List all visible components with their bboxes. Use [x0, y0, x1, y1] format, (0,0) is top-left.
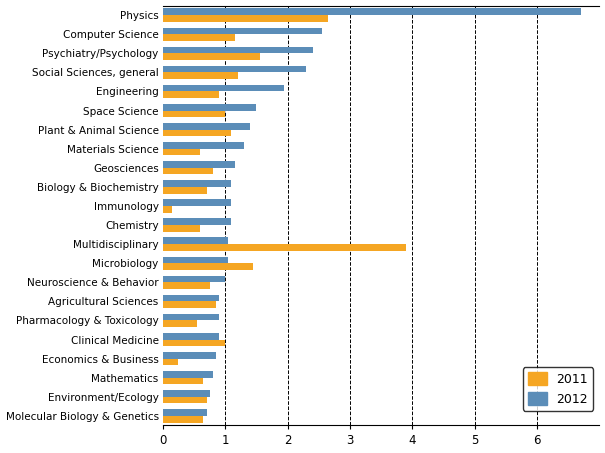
Bar [163, 301, 216, 308]
Bar [163, 161, 235, 168]
Bar [163, 397, 206, 404]
Bar [163, 9, 581, 15]
Bar [163, 34, 235, 41]
Bar [163, 15, 328, 22]
Bar [163, 149, 200, 155]
Bar [163, 282, 209, 289]
Bar [163, 314, 219, 320]
Bar [163, 199, 232, 206]
Bar [163, 275, 225, 282]
Bar [163, 237, 228, 244]
Bar [163, 352, 216, 359]
Bar [163, 85, 284, 92]
Bar [163, 28, 322, 34]
Bar [163, 130, 232, 136]
Bar [163, 416, 203, 423]
Bar [163, 295, 219, 301]
Bar [163, 206, 172, 212]
Bar [163, 256, 228, 263]
Bar [163, 359, 178, 365]
Bar [163, 390, 209, 397]
Bar [163, 378, 203, 385]
Bar [163, 340, 225, 346]
Bar [163, 225, 200, 231]
Bar [163, 218, 232, 225]
Bar [163, 263, 253, 270]
Bar [163, 409, 206, 416]
Bar [163, 104, 257, 111]
Bar [163, 123, 250, 130]
Bar [163, 111, 225, 117]
Bar [163, 72, 238, 79]
Bar [163, 142, 244, 149]
Bar [163, 320, 197, 327]
Bar [163, 187, 206, 193]
Bar [163, 168, 213, 174]
Bar [163, 180, 232, 187]
Bar [163, 371, 213, 378]
Bar [163, 92, 219, 98]
Legend: 2011, 2012: 2011, 2012 [523, 367, 593, 411]
Bar [163, 47, 313, 53]
Bar [163, 244, 406, 251]
Bar [163, 53, 260, 60]
Bar [163, 333, 219, 340]
Bar [163, 66, 306, 72]
